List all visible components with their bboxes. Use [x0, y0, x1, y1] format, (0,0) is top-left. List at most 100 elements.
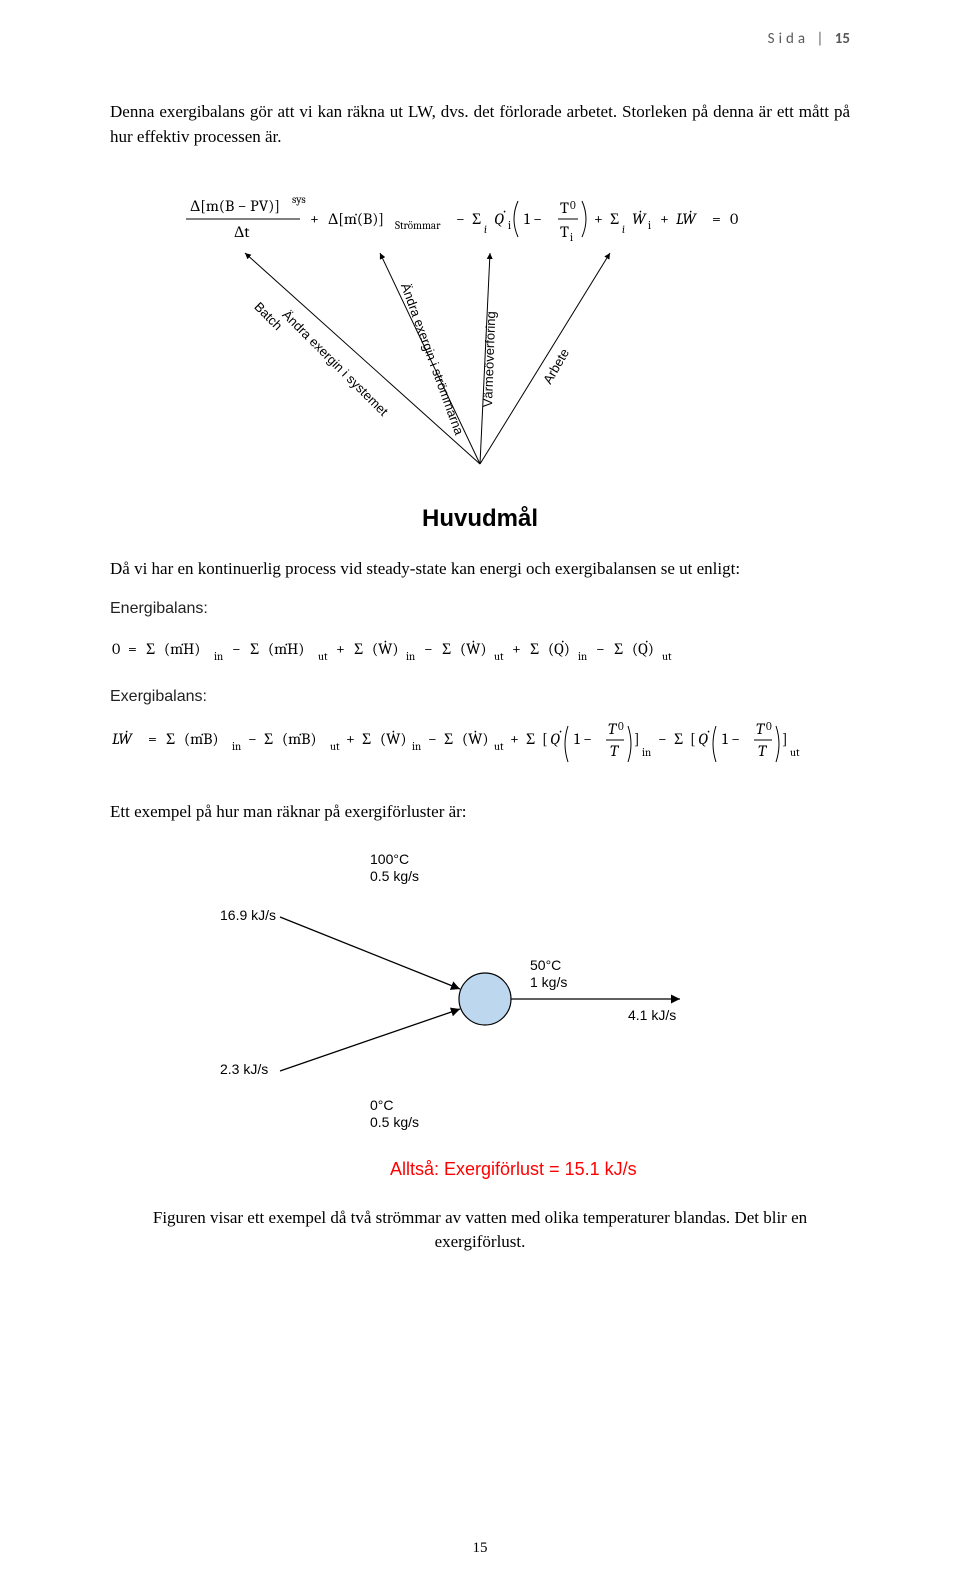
- svg-text:(Ẇ): (Ẇ): [462, 730, 488, 748]
- svg-text:(ṁB): (ṁB): [282, 730, 317, 748]
- svg-text:Σ: Σ: [610, 210, 619, 228]
- energy-balance-block: Energibalans: 0 = Σ (ṁH) in − Σ (ṁH) ut …: [110, 600, 850, 670]
- svg-text:+: +: [336, 640, 345, 658]
- svg-text:ut: ut: [494, 650, 504, 663]
- out-flow: 1 kg/s: [530, 974, 567, 990]
- svg-text:−: −: [596, 640, 605, 658]
- svg-text:Σ: Σ: [674, 730, 683, 748]
- eq-t2: Δ[ṁ(B)]: [328, 210, 384, 228]
- svg-text:(Ẇ): (Ẇ): [460, 640, 486, 658]
- svg-text:+: +: [512, 640, 521, 658]
- eq-t5: LẆ: [676, 210, 697, 228]
- eq-t3-den-sub: i: [570, 231, 573, 244]
- svg-text:T: T: [758, 742, 768, 760]
- svg-text:Q̇: Q̇: [550, 730, 562, 748]
- svg-text:+: +: [310, 210, 319, 228]
- svg-text:Σ: Σ: [614, 640, 623, 658]
- in1-exergy: 16.9 kJ/s: [220, 907, 276, 925]
- svg-text:1 −: 1 −: [574, 730, 592, 748]
- in1-flow: 0.5 kg/s: [370, 868, 419, 884]
- page-header: Sida | 15: [768, 30, 850, 48]
- svg-text:Δ[ṁ(B)]: Δ[ṁ(B)]: [328, 210, 384, 228]
- eq-t3-num-sub: 0: [570, 199, 576, 212]
- mixing-diagram: 100°C 0.5 kg/s 16.9 kJ/s 50°C 1 kg/s 4.1…: [220, 839, 740, 1149]
- paragraph-2: Då vi har en kontinuerlig process vid st…: [110, 557, 850, 582]
- svg-text:1 −: 1 −: [722, 730, 740, 748]
- svg-text:in: in: [406, 650, 415, 663]
- huvudmal-title: Huvudmål: [110, 505, 850, 533]
- svg-text:ut: ut: [494, 740, 504, 753]
- out-exergy: 4.1 kJ/s: [628, 1007, 676, 1025]
- eb-lhs: 0: [112, 640, 120, 658]
- eq-t3-i: i: [508, 219, 511, 232]
- svg-text:T: T: [608, 720, 618, 738]
- svg-text:[: [: [542, 730, 548, 748]
- svg-text:in: in: [578, 650, 587, 663]
- svg-text:Σ: Σ: [472, 210, 481, 228]
- svg-text:−: −: [456, 210, 465, 228]
- svg-text:Σ: Σ: [526, 730, 535, 748]
- eq-t4-i: i: [648, 219, 651, 232]
- svg-text:in: in: [412, 740, 421, 753]
- eq-t3-den: T: [560, 223, 569, 241]
- svg-text:T: T: [610, 742, 620, 760]
- svg-text:Σ: Σ: [362, 730, 371, 748]
- svg-text:ut: ut: [662, 650, 672, 663]
- in2-exergy: 2.3 kJ/s: [220, 1061, 268, 1079]
- svg-text:T: T: [560, 199, 569, 217]
- eq-t4-W: Ẇ: [632, 210, 647, 228]
- header-sep: |: [809, 30, 835, 48]
- svg-text:0: 0: [618, 720, 624, 733]
- svg-text:]: ]: [782, 730, 788, 748]
- svg-text:−: −: [658, 730, 667, 748]
- figure-caption: Figuren visar ett exempel då två strömma…: [110, 1206, 850, 1255]
- svg-text:(Q̇): (Q̇): [548, 640, 570, 658]
- svg-text:Σ: Σ: [354, 640, 363, 658]
- svg-text:(ṁB): (ṁB): [184, 730, 219, 748]
- svg-text:+: +: [510, 730, 519, 748]
- svg-text:−: −: [232, 640, 241, 658]
- svg-text:Δ[m(B − PV)]: Δ[m(B − PV)]: [190, 197, 280, 215]
- svg-text:ut: ut: [330, 740, 340, 753]
- eq-t3-Q: Q̇: [494, 210, 506, 228]
- paragraph-1: Denna exergibalans gör att vi kan räkna …: [110, 100, 850, 149]
- svg-text:(ṁH): (ṁH): [268, 640, 304, 658]
- svg-text:=: =: [148, 730, 157, 748]
- xb-lhs: LẆ: [112, 730, 133, 748]
- eq-t3-l: 1 −: [524, 210, 542, 228]
- svg-text:(Ẇ): (Ẇ): [380, 730, 406, 748]
- svg-text:ut: ut: [318, 650, 328, 663]
- energy-balance-label: Energibalans:: [110, 600, 850, 618]
- mixing-node: [459, 973, 511, 1025]
- result-line: Alltså: Exergiförlust = 15.1 kJ/s: [390, 1159, 850, 1180]
- svg-text:Σ: Σ: [146, 640, 155, 658]
- exergy-balance-equation: LẆ = Σ (ṁB) in − Σ (ṁB) ut + Σ (Ẇ) in − …: [110, 712, 830, 764]
- svg-text:Σ: Σ: [444, 730, 453, 748]
- fan-diagram: Δ[m(B − PV)] sys Δt + Δ[ṁ(B)] Strömmar −…: [180, 189, 780, 499]
- svg-text:[: [: [690, 730, 696, 748]
- header-label: Sida: [768, 30, 809, 48]
- svg-text:i: i: [622, 223, 625, 236]
- svg-text:in: in: [232, 740, 241, 753]
- paragraph-3: Ett exempel på hur man räknar på exergif…: [110, 800, 850, 825]
- svg-text:ut: ut: [790, 746, 800, 759]
- svg-text:=: =: [712, 210, 721, 228]
- eq-t1-den: Δt: [234, 223, 250, 241]
- svg-text:0: 0: [766, 720, 772, 733]
- svg-text:−: −: [428, 730, 437, 748]
- svg-text:=: =: [128, 640, 137, 658]
- svg-text:T: T: [560, 223, 569, 241]
- eq-t3-num: T: [560, 199, 569, 217]
- out-temp: 50°C: [530, 957, 561, 973]
- fan-arrows: [180, 249, 780, 479]
- mixing-svg: [220, 839, 740, 1149]
- eq-t1-num-sub: sys: [292, 193, 306, 206]
- svg-text:(Ẇ): (Ẇ): [372, 640, 398, 658]
- svg-text:+: +: [346, 730, 355, 748]
- in1-temp: 100°C: [370, 851, 409, 867]
- eq-t2-sub: Strömmar: [395, 219, 441, 232]
- header-page-num: 15: [835, 30, 850, 48]
- svg-text:Σ: Σ: [442, 640, 451, 658]
- svg-text:Σ: Σ: [264, 730, 273, 748]
- svg-text:Σ: Σ: [530, 640, 539, 658]
